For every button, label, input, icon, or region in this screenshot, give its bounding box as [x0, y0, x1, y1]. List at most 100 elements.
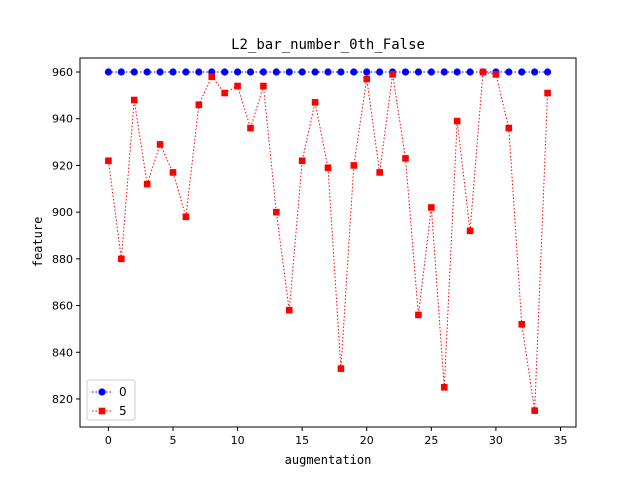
- data-point: [272, 68, 280, 76]
- data-point: [182, 68, 190, 76]
- data-point: [363, 75, 371, 83]
- data-point: [350, 162, 358, 169]
- x-tick-label: 10: [231, 434, 245, 447]
- y-tick-label: 960: [52, 66, 73, 79]
- data-point: [518, 320, 526, 328]
- data-point: [492, 71, 500, 78]
- data-point: [337, 68, 345, 76]
- data-point: [234, 82, 241, 90]
- y-tick-label: 860: [52, 300, 73, 313]
- data-point: [273, 208, 280, 216]
- data-point: [130, 68, 138, 76]
- data-point: [221, 89, 228, 97]
- series-5: [105, 68, 551, 414]
- data-point: [453, 68, 461, 76]
- data-point: [208, 73, 216, 80]
- data-point: [453, 117, 461, 125]
- y-tick-label: 820: [52, 393, 73, 406]
- data-point: [182, 213, 190, 221]
- data-point: [402, 155, 409, 162]
- x-axis-label: augmentation: [285, 453, 372, 467]
- data-point: [143, 180, 151, 188]
- data-point: [221, 68, 229, 76]
- data-point: [311, 68, 319, 76]
- data-point: [246, 68, 255, 76]
- data-point: [544, 89, 551, 97]
- data-point: [376, 68, 384, 76]
- data-point: [285, 306, 293, 314]
- data-point: [518, 68, 526, 76]
- y-tick-label: 920: [52, 159, 73, 172]
- data-point: [130, 96, 138, 104]
- data-point: [169, 169, 177, 176]
- y-tick-label: 840: [52, 346, 73, 359]
- data-point: [440, 68, 448, 76]
- data-point: [466, 68, 474, 76]
- data-point: [169, 68, 177, 76]
- data-point: [428, 204, 435, 211]
- data-point: [531, 407, 538, 414]
- data-point: [104, 68, 113, 76]
- data-point: [350, 68, 358, 76]
- x-tick-label: 35: [554, 434, 568, 447]
- data-point: [466, 227, 474, 235]
- chart-title: L2_bar_number_0th_False: [231, 37, 425, 53]
- x-tick-label: 30: [489, 434, 503, 447]
- data-point: [505, 68, 513, 76]
- data-point: [427, 68, 435, 76]
- data-point: [117, 68, 125, 76]
- plot-frame: [79, 57, 577, 428]
- data-point: [285, 68, 293, 76]
- data-point: [298, 157, 306, 165]
- series-0: [104, 68, 552, 76]
- x-axis-ticks: 0 5 10 15 20 25 30 35: [105, 427, 568, 447]
- data-point: [479, 68, 487, 76]
- data-point: [414, 68, 423, 76]
- y-tick-label: 900: [52, 206, 73, 219]
- y-axis-ticks: 820 840 860 880 900 920 940 960: [52, 66, 80, 406]
- data-point: [376, 169, 383, 176]
- y-tick-label: 880: [52, 253, 73, 266]
- data-point: [389, 71, 396, 78]
- data-point: [363, 68, 371, 76]
- legend-item-0: 0: [92, 385, 127, 399]
- legend-label: 0: [119, 385, 127, 399]
- series-line: [107, 71, 549, 411]
- data-point: [401, 68, 410, 76]
- data-point: [324, 68, 332, 76]
- legend-label: 5: [119, 404, 127, 418]
- data-point: [311, 99, 319, 106]
- data-point: [298, 68, 306, 76]
- data-point: [259, 68, 268, 76]
- x-tick-label: 15: [295, 434, 309, 447]
- legend-marker: [98, 388, 106, 396]
- y-tick-label: 940: [52, 113, 73, 126]
- data-point: [105, 157, 112, 165]
- data-point: [440, 383, 448, 391]
- x-tick-label: 25: [424, 434, 438, 447]
- x-tick-label: 0: [105, 434, 112, 447]
- data-point: [156, 141, 164, 148]
- data-point: [505, 124, 513, 132]
- data-point: [324, 164, 332, 172]
- data-point: [118, 255, 125, 263]
- y-axis-label: feature: [31, 217, 45, 268]
- x-tick-label: 5: [170, 434, 177, 447]
- data-point: [233, 68, 242, 76]
- legend-item-5: 5: [92, 404, 127, 418]
- series-layer: [104, 68, 552, 414]
- data-point: [260, 82, 267, 90]
- legend-marker: [98, 407, 106, 415]
- data-point: [543, 68, 552, 76]
- data-point: [247, 124, 254, 132]
- data-point: [195, 101, 203, 109]
- x-tick-label: 20: [360, 434, 374, 447]
- legend-box: [86, 379, 136, 421]
- data-point: [143, 68, 151, 76]
- data-point: [531, 68, 539, 76]
- data-point: [337, 365, 345, 372]
- data-point: [195, 68, 203, 76]
- data-point: [415, 311, 422, 319]
- legend: 05: [86, 379, 136, 421]
